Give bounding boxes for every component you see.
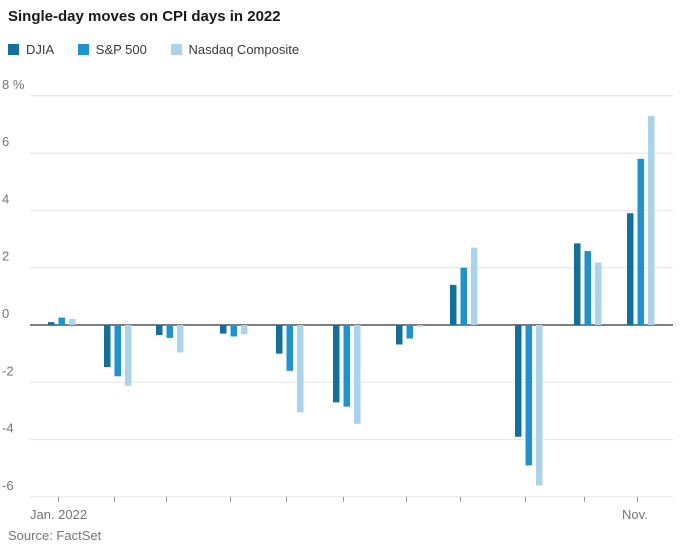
svg-text:6: 6 [2,134,9,149]
svg-text:-6: -6 [2,478,14,493]
svg-text:-2: -2 [2,363,14,378]
svg-text:2: 2 [2,249,9,264]
svg-text:8 %: 8 % [2,77,25,92]
svg-text:Jan. 2022: Jan. 2022 [30,507,87,522]
svg-text:0: 0 [2,306,9,321]
svg-text:4: 4 [2,191,9,206]
svg-text:Nov.: Nov. [622,507,648,522]
svg-text:-4: -4 [2,421,14,436]
